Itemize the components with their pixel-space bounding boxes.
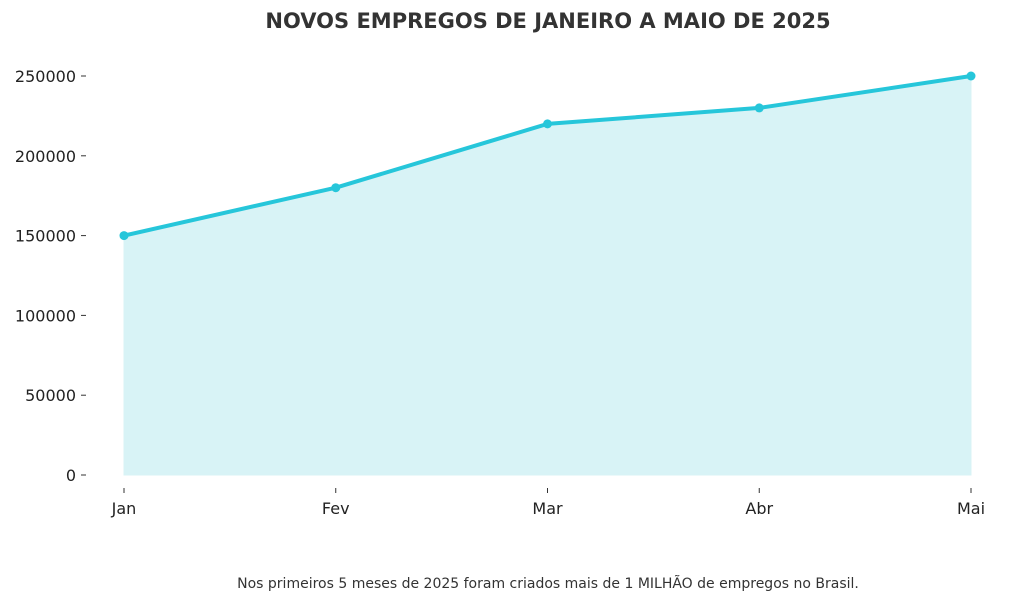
data-point-fev <box>331 183 341 193</box>
x-tick-label-mar: Mar <box>532 499 563 518</box>
data-point-mai <box>966 71 976 81</box>
y-tick-label: 100000 <box>15 306 76 325</box>
x-tick-label-fev: Fev <box>322 499 350 518</box>
data-point-abr <box>754 103 764 113</box>
y-axis: 0 50000 100000 150000 200000 250000 <box>15 67 86 485</box>
x-tick-label-jan: Jan <box>111 499 137 518</box>
data-point-mar <box>543 119 552 129</box>
x-axis: Jan Fev Mar Abr Mai <box>111 488 985 518</box>
y-tick-label: 150000 <box>15 227 76 246</box>
point-layer <box>119 71 976 241</box>
y-tick-label: 250000 <box>15 67 76 86</box>
area-layer <box>123 75 972 476</box>
x-tick-label-mai: Mai <box>957 499 985 518</box>
chart-caption: Nos primeiros 5 meses de 2025 foram cria… <box>237 575 859 592</box>
data-point-jan <box>119 231 129 241</box>
chart-title: NOVOS EMPREGOS DE JANEIRO A MAIO DE 2025 <box>265 9 830 33</box>
x-tick-label-abr: Abr <box>745 499 773 518</box>
y-tick-label: 50000 <box>25 386 76 405</box>
y-tick-label: 0 <box>66 466 76 485</box>
y-tick-label: 200000 <box>15 147 76 166</box>
area-fill <box>123 75 972 476</box>
